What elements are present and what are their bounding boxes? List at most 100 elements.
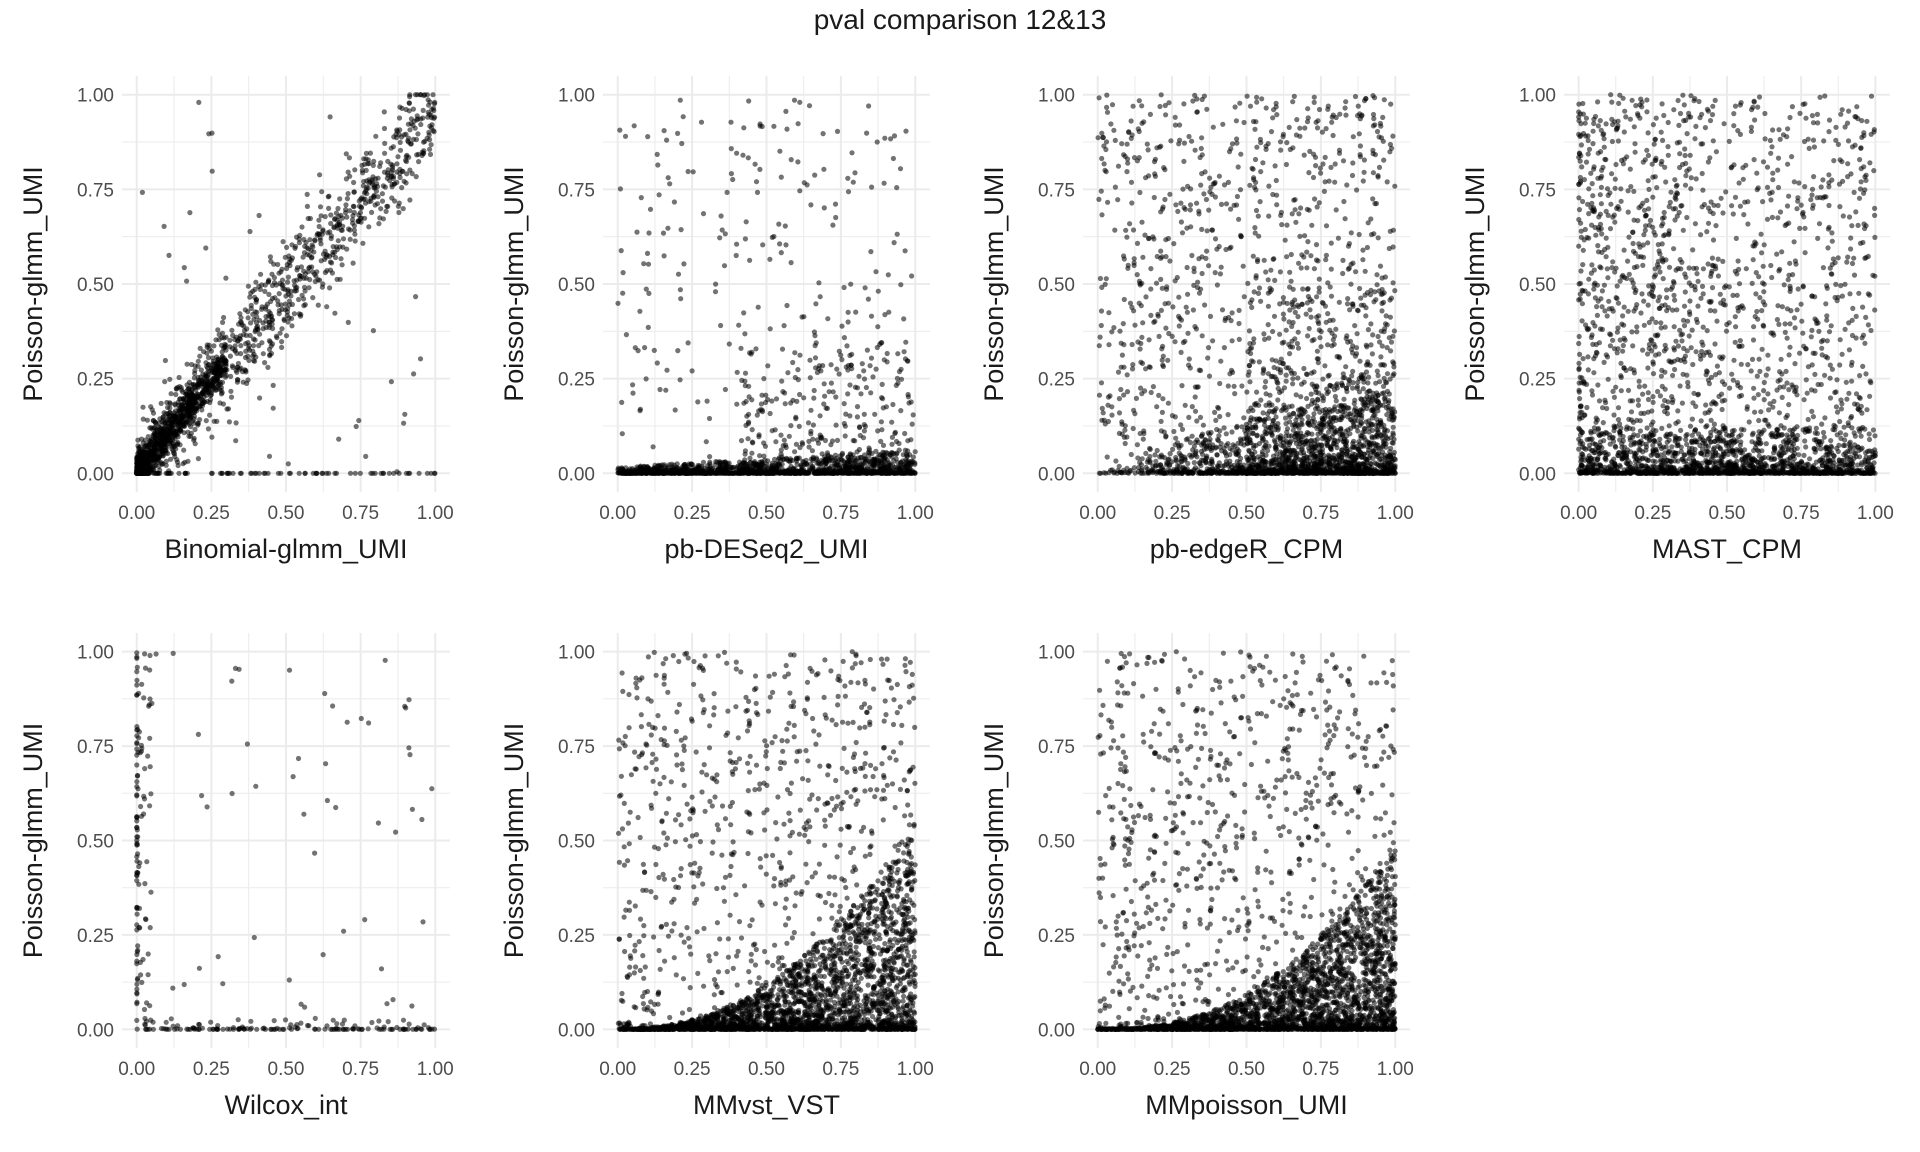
data-point xyxy=(281,317,287,323)
data-point xyxy=(384,203,390,209)
data-point xyxy=(868,249,874,255)
data-point xyxy=(853,309,859,315)
data-point xyxy=(698,119,705,125)
data-point xyxy=(220,319,226,325)
x-tick-label: 1.00 xyxy=(417,503,454,524)
data-point xyxy=(180,404,186,410)
data-point xyxy=(704,398,710,404)
data-point xyxy=(215,327,221,333)
data-point xyxy=(895,351,901,357)
data-point xyxy=(893,451,899,457)
data-point xyxy=(755,304,761,310)
data-point xyxy=(209,470,215,476)
data-point xyxy=(315,277,321,283)
data-point xyxy=(310,295,316,301)
data-point xyxy=(277,330,283,336)
data-point xyxy=(427,123,433,129)
data-point xyxy=(861,428,868,434)
data-point xyxy=(346,155,352,161)
data-point xyxy=(822,437,829,444)
data-point xyxy=(742,331,748,337)
data-point xyxy=(242,327,248,333)
data-point xyxy=(317,204,324,210)
data-point xyxy=(661,128,667,134)
y-tick-label: 0.50 xyxy=(1038,275,1075,296)
data-point xyxy=(1270,191,1276,198)
data-point xyxy=(1254,144,1260,150)
data-point xyxy=(868,390,874,396)
data-point xyxy=(401,178,407,184)
data-point xyxy=(706,415,713,422)
data-point xyxy=(745,436,751,442)
data-point xyxy=(675,348,681,354)
data-point xyxy=(741,459,747,465)
x-tick-label: 0.25 xyxy=(674,503,711,524)
data-point xyxy=(792,469,799,475)
data-point xyxy=(215,356,221,362)
data-point xyxy=(216,337,222,343)
data-point xyxy=(1192,147,1198,153)
data-point xyxy=(397,139,403,145)
data-point xyxy=(1178,200,1184,206)
data-point xyxy=(778,250,784,256)
data-point xyxy=(617,186,624,192)
data-point xyxy=(366,224,372,230)
data-point xyxy=(278,470,284,476)
data-point xyxy=(712,462,718,468)
data-point xyxy=(784,126,790,132)
data-point xyxy=(406,470,412,476)
data-point xyxy=(780,389,786,395)
data-point xyxy=(1314,348,1320,354)
data-point xyxy=(841,335,848,341)
data-point xyxy=(1253,187,1259,193)
data-point xyxy=(184,419,190,425)
data-point xyxy=(1096,95,1102,101)
data-point xyxy=(898,376,905,382)
data-point xyxy=(637,408,643,414)
data-point xyxy=(285,274,291,280)
data-point xyxy=(747,455,753,461)
data-point xyxy=(1354,331,1360,337)
data-point xyxy=(1348,281,1354,287)
data-point xyxy=(801,314,807,320)
data-point xyxy=(352,470,358,476)
data-point xyxy=(428,142,434,148)
data-point xyxy=(862,285,868,291)
data-point xyxy=(167,438,173,444)
data-point xyxy=(199,397,205,403)
data-point xyxy=(335,205,341,212)
data-point xyxy=(1176,294,1182,300)
data-point xyxy=(282,301,288,307)
data-point xyxy=(792,350,798,356)
data-point xyxy=(807,357,813,363)
data-point xyxy=(196,99,202,105)
data-point xyxy=(909,421,915,427)
data-point xyxy=(839,323,845,329)
data-point xyxy=(303,275,309,281)
data-point xyxy=(405,121,411,127)
data-point xyxy=(1125,265,1131,271)
data-point xyxy=(260,351,266,357)
data-point xyxy=(1254,389,1260,395)
data-point xyxy=(877,341,883,347)
data-point xyxy=(388,379,394,385)
data-point xyxy=(765,458,771,464)
data-point xyxy=(260,326,266,332)
data-point xyxy=(905,448,911,454)
data-point xyxy=(1195,279,1201,285)
data-point xyxy=(665,225,671,231)
data-point xyxy=(1312,154,1319,160)
data-point xyxy=(765,363,771,369)
data-point xyxy=(728,119,734,125)
data-point xyxy=(1351,438,1357,444)
y-tick-label: 0.75 xyxy=(1038,180,1075,201)
data-point xyxy=(351,209,357,216)
data-point xyxy=(186,433,192,439)
y-tick-label: 1.00 xyxy=(77,86,114,107)
data-point xyxy=(717,235,723,241)
data-point xyxy=(183,389,189,395)
data-point xyxy=(795,159,801,165)
data-point xyxy=(902,430,908,437)
data-point xyxy=(657,386,663,393)
data-point xyxy=(1189,404,1195,410)
